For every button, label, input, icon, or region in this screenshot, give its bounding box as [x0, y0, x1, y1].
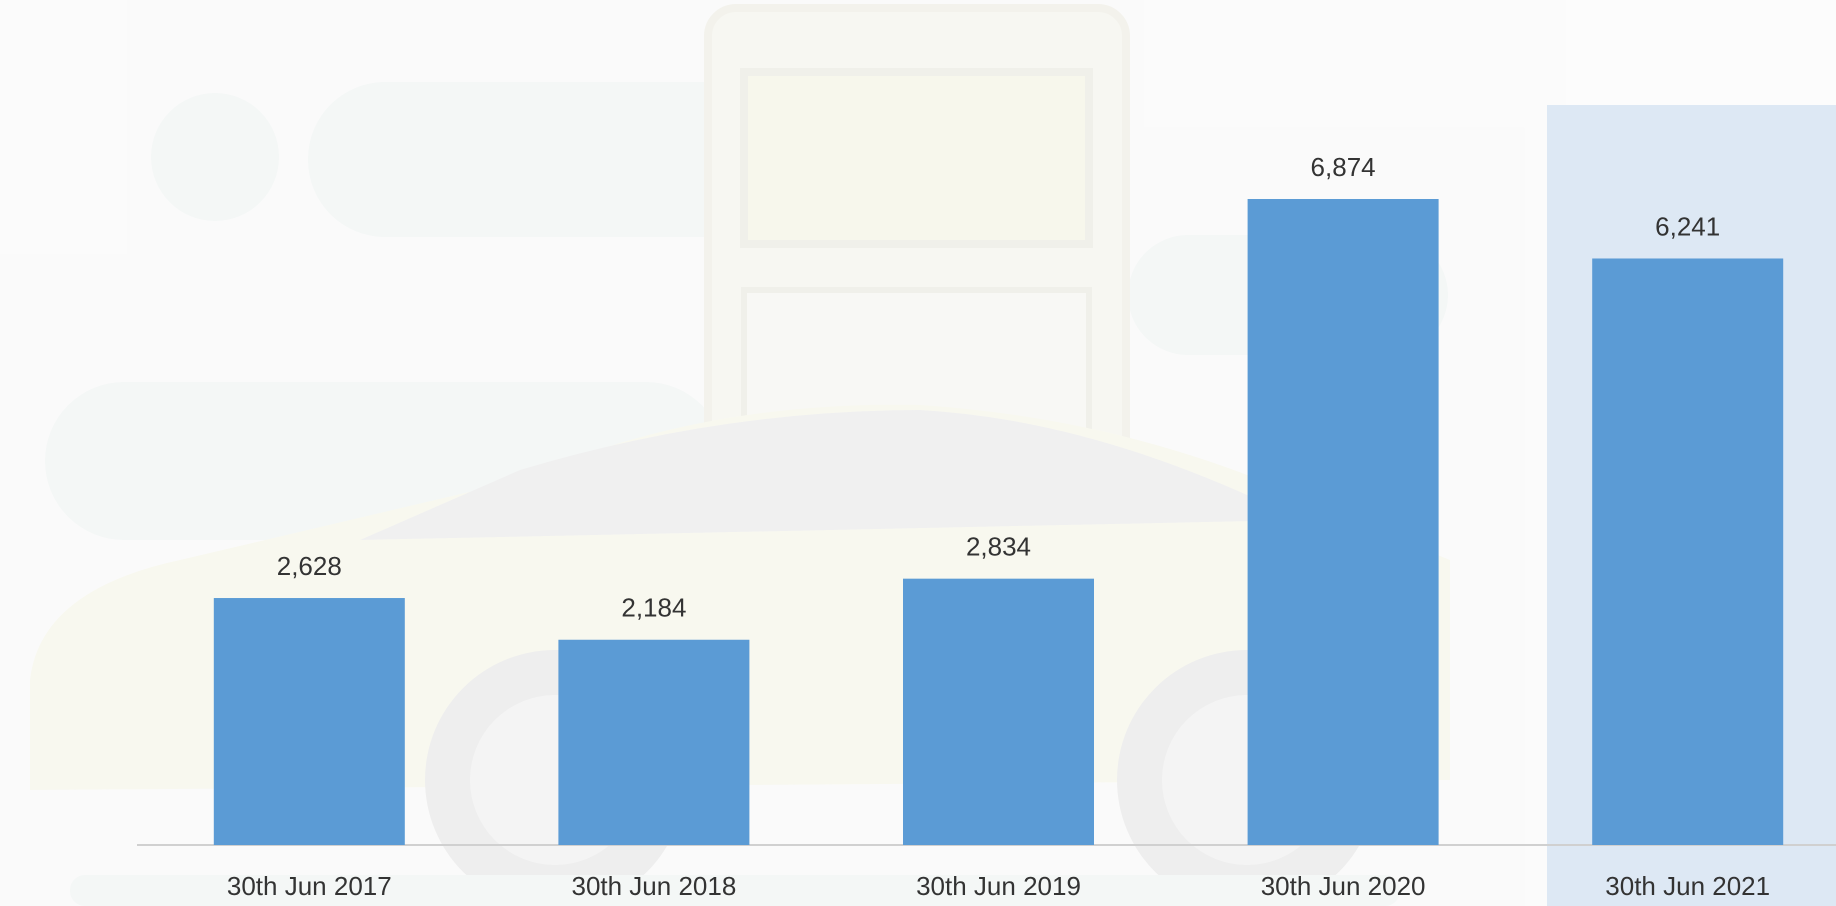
- bar: [1247, 199, 1439, 845]
- data-label: 6,241: [1655, 211, 1720, 241]
- bar: [558, 639, 750, 845]
- data-label: 2,628: [277, 551, 342, 581]
- bar: [1592, 258, 1784, 845]
- bar: [903, 578, 1094, 845]
- x-tick-label: 30th Jun 2020: [1261, 871, 1426, 901]
- data-label: 6,874: [1311, 152, 1376, 182]
- data-label: 2,834: [966, 532, 1031, 562]
- bar: [213, 598, 405, 845]
- x-tick-label: 30th Jun 2017: [227, 871, 392, 901]
- data-label: 2,184: [621, 593, 686, 623]
- x-tick-label: 30th Jun 2021: [1605, 871, 1770, 901]
- background-illustration: [30, 4, 1450, 906]
- x-tick-label: 30th Jun 2019: [916, 871, 1081, 901]
- x-tick-label: 30th Jun 2018: [571, 871, 736, 901]
